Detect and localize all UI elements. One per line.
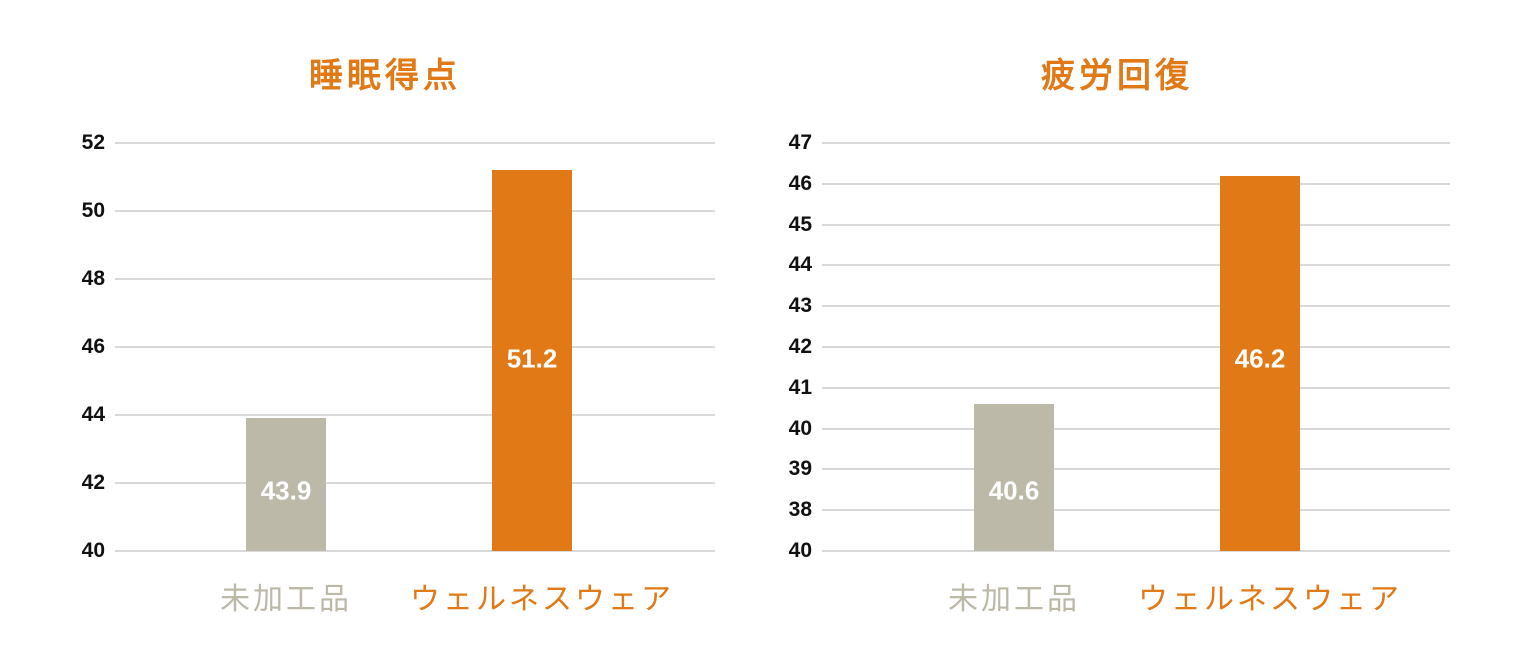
y-tick-label: 48 <box>81 267 105 290</box>
gridline <box>115 550 715 552</box>
y-tick-label: 46 <box>81 335 105 358</box>
gridline <box>115 142 715 144</box>
y-tick-label: 44 <box>788 253 812 277</box>
y-tick-label: 40 <box>788 416 812 440</box>
y-tick-label: 38 <box>788 498 812 522</box>
bar-wellness: 51.2 <box>492 170 572 551</box>
data-label: 46.2 <box>1234 343 1286 374</box>
category-label-wellness: ウェルネスウェア <box>410 582 674 617</box>
gridline <box>115 346 715 348</box>
y-tick-label: 40 <box>81 539 105 562</box>
gridline <box>115 482 715 484</box>
y-tick-label: 42 <box>81 471 105 494</box>
y-tick-label: 43 <box>788 294 812 318</box>
plot-area: 40 38 39 40 41 42 43 44 45 46 47 40.6 46.2 <box>789 131 1450 562</box>
gridline <box>115 414 715 416</box>
y-tick-label: 44 <box>81 403 105 426</box>
gridline <box>822 223 1450 226</box>
gridline <box>822 142 1450 144</box>
y-tick-label: 50 <box>81 199 105 222</box>
plot-area: 40 42 44 46 48 50 52 43.9 51.2 <box>82 131 715 562</box>
gridline <box>822 427 1450 430</box>
bar-control: 43.9 <box>246 418 326 551</box>
bar-control: 40.6 <box>974 404 1054 551</box>
gridline <box>822 509 1450 512</box>
category-label-wellness: ウェルネスウェア <box>1138 582 1402 617</box>
gridline <box>115 278 715 280</box>
gridline <box>822 346 1450 348</box>
chart-title: 睡眠得点 <box>309 56 461 96</box>
gridline <box>822 305 1450 308</box>
gridline <box>822 182 1450 185</box>
data-label: 40.6 <box>988 475 1040 506</box>
y-tick-label: 45 <box>788 212 812 236</box>
y-tick-label: 47 <box>788 131 812 154</box>
chart-sleep-score: 睡眠得点 40 42 44 46 48 50 52 43.9 51.2 未加工品 ウェルネスウェ… <box>0 0 760 666</box>
gridline <box>115 210 715 212</box>
y-tick-label: 52 <box>81 131 105 154</box>
category-label-control: 未加工品 <box>948 582 1080 617</box>
gridline <box>822 386 1450 389</box>
gridline <box>822 264 1450 267</box>
y-tick-label: 39 <box>788 457 812 481</box>
y-tick-label: 40 <box>788 539 812 562</box>
y-tick-label: 46 <box>788 171 812 195</box>
data-label: 51.2 <box>506 343 558 374</box>
gridline <box>822 550 1450 552</box>
y-tick-label: 41 <box>788 375 812 399</box>
y-tick-label: 42 <box>788 335 812 358</box>
category-label-control: 未加工品 <box>220 582 352 617</box>
bar-wellness: 46.2 <box>1220 175 1300 551</box>
data-label: 43.9 <box>260 475 312 506</box>
chart-title: 疲労回復 <box>1041 56 1193 96</box>
gridline <box>822 468 1450 471</box>
